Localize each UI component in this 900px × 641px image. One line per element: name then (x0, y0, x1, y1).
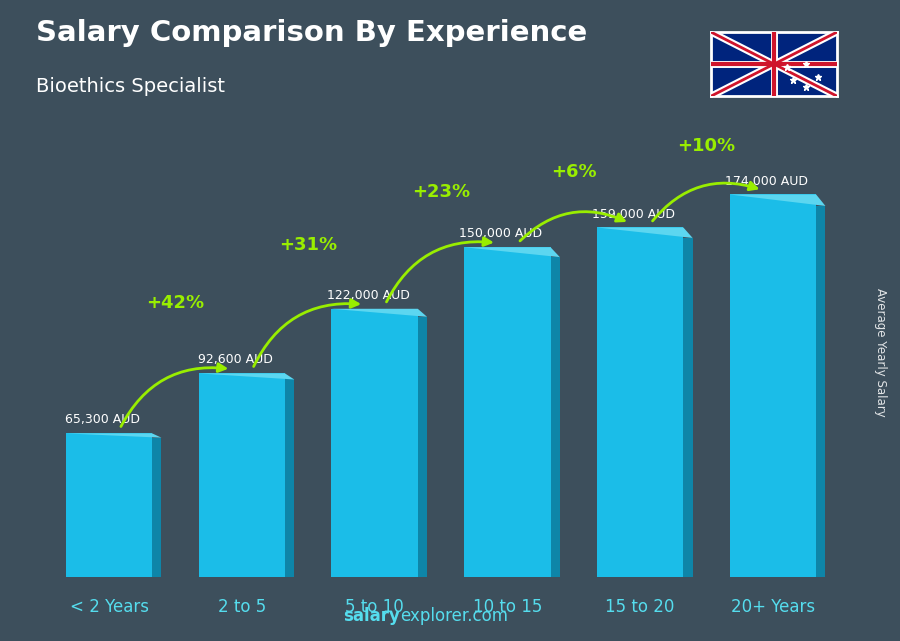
Polygon shape (730, 194, 825, 206)
Bar (331, 309, 418, 577)
Text: Average Yearly Salary: Average Yearly Salary (874, 288, 886, 417)
Text: Salary Comparison By Experience: Salary Comparison By Experience (36, 19, 587, 47)
Polygon shape (464, 247, 560, 257)
Text: 20+ Years: 20+ Years (731, 597, 815, 615)
Polygon shape (199, 374, 294, 379)
Bar (730, 194, 816, 577)
Text: +10%: +10% (678, 137, 735, 155)
Text: explorer.com: explorer.com (400, 607, 508, 625)
FancyArrowPatch shape (121, 363, 225, 426)
Text: Bioethics Specialist: Bioethics Specialist (36, 77, 225, 96)
Text: 122,000 AUD: 122,000 AUD (327, 289, 410, 302)
Bar (66, 433, 152, 577)
Polygon shape (66, 433, 161, 438)
Text: +6%: +6% (551, 163, 597, 181)
Bar (285, 379, 294, 577)
Text: 92,600 AUD: 92,600 AUD (198, 353, 273, 367)
Bar (152, 438, 161, 577)
Bar (683, 238, 693, 577)
Bar (464, 247, 551, 577)
Text: 174,000 AUD: 174,000 AUD (724, 174, 808, 188)
Bar (551, 257, 560, 577)
Text: salary: salary (344, 607, 400, 625)
Text: +42%: +42% (147, 294, 204, 312)
Text: +31%: +31% (279, 236, 338, 254)
Bar (597, 228, 683, 577)
Text: 150,000 AUD: 150,000 AUD (459, 228, 543, 240)
FancyArrowPatch shape (254, 299, 358, 367)
FancyArrowPatch shape (652, 182, 757, 221)
Bar (199, 374, 285, 577)
Text: 159,000 AUD: 159,000 AUD (592, 208, 675, 221)
Text: 5 to 10: 5 to 10 (346, 597, 404, 615)
Text: < 2 Years: < 2 Years (69, 597, 148, 615)
Text: +23%: +23% (412, 183, 470, 201)
Text: 2 to 5: 2 to 5 (218, 597, 266, 615)
Bar (418, 317, 428, 577)
Text: 15 to 20: 15 to 20 (606, 597, 675, 615)
FancyArrowPatch shape (386, 238, 490, 302)
Text: 10 to 15: 10 to 15 (472, 597, 542, 615)
Text: 65,300 AUD: 65,300 AUD (65, 413, 140, 426)
Bar (816, 206, 825, 577)
Polygon shape (597, 228, 693, 238)
FancyArrowPatch shape (520, 212, 625, 241)
Polygon shape (331, 309, 428, 317)
